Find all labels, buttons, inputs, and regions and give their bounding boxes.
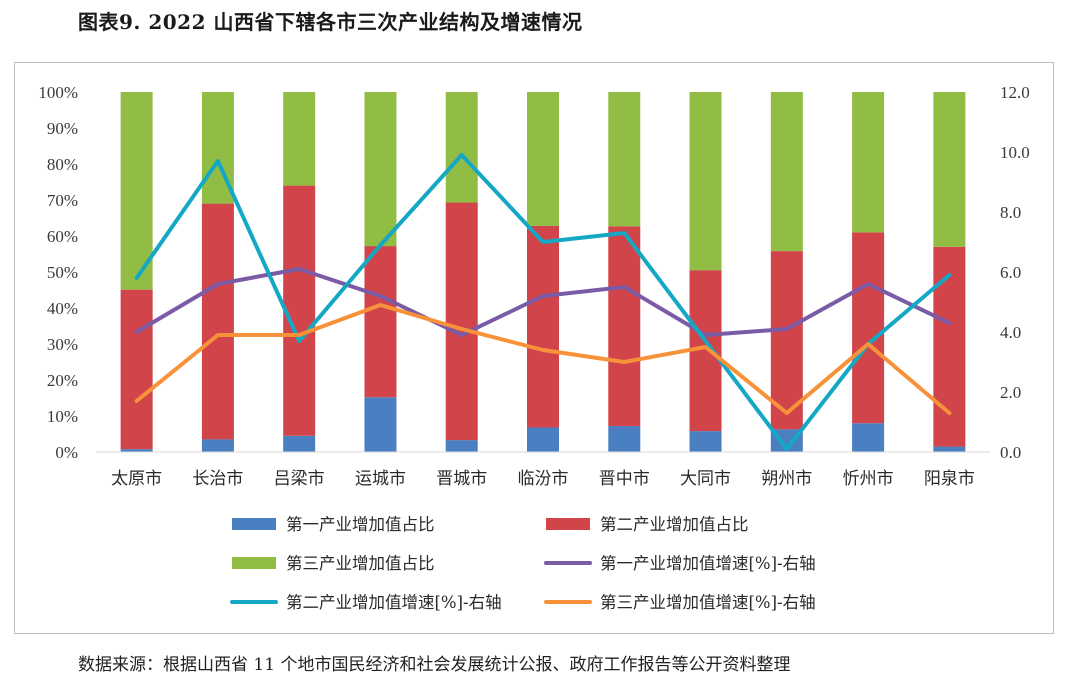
- right-tick-label: 0.0: [1000, 443, 1021, 462]
- right-tick-label: 12.0: [1000, 83, 1030, 102]
- right-tick-label: 2.0: [1000, 383, 1021, 402]
- right-tick-label: 4.0: [1000, 323, 1021, 342]
- right-tick-label: 10.0: [1000, 143, 1030, 162]
- bar-segment-3: [933, 92, 966, 247]
- chart-title: 图表9. 2022 山西省下辖各市三次产业结构及增速情况: [78, 10, 583, 34]
- legend-label: 第二产业增加值占比: [600, 515, 749, 534]
- bar-segment-2: [445, 202, 478, 441]
- left-tick-label: 60%: [47, 227, 78, 246]
- right-tick-label: 8.0: [1000, 203, 1021, 222]
- bar-segment-3: [283, 92, 316, 186]
- category-label: 临汾市: [518, 469, 569, 489]
- category-label: 晋中市: [599, 469, 650, 489]
- left-tick-label: 20%: [47, 371, 78, 390]
- bar-segment-1: [120, 449, 153, 452]
- bar-segment-3: [527, 92, 559, 226]
- left-axis-ticks: 0% 10% 20% 30% 40% 50% 60% 70% 80% 90% 100%: [38, 83, 78, 462]
- legend-swatch: [232, 518, 276, 530]
- bar-segment-2: [364, 246, 397, 398]
- right-axis-ticks: 0.0 2.0 4.0 6.0 8.0 10.0 12.0: [1000, 83, 1030, 462]
- bar-segment-2: [770, 251, 803, 430]
- bar-segment-3: [852, 92, 885, 233]
- legend-swatch: [546, 518, 590, 530]
- bar-segment-2: [527, 225, 559, 428]
- legend-swatch: [232, 557, 276, 569]
- category-label: 大同市: [680, 469, 731, 489]
- bar-segment-3: [120, 92, 153, 290]
- bar-segment-3: [364, 92, 397, 247]
- bar-segment-2: [120, 289, 153, 450]
- legend-label: 第一产业增加值占比: [286, 515, 435, 534]
- category-label: 太原市: [111, 469, 162, 489]
- left-tick-label: 50%: [47, 263, 78, 282]
- bar-segment-1: [364, 397, 397, 452]
- left-tick-label: 10%: [47, 407, 78, 426]
- category-label: 阳泉市: [924, 469, 975, 489]
- bar-segment-1: [770, 429, 803, 452]
- bar-segment-1: [608, 426, 641, 452]
- left-tick-label: 40%: [47, 299, 78, 318]
- category-label: 吕梁市: [274, 469, 325, 489]
- bar-segment-1: [201, 439, 234, 452]
- bar-segment-3: [608, 92, 641, 227]
- category-label: 忻州市: [843, 469, 894, 489]
- left-tick-label: 0%: [55, 443, 78, 462]
- category-label: 晋城市: [436, 469, 487, 489]
- bar-segment-1: [527, 427, 559, 452]
- bar-segment-1: [283, 435, 316, 452]
- bar-segment-1: [852, 423, 885, 452]
- data-source-note: 数据来源：根据山西省 11 个地市国民经济和社会发展统计公报、政府工作报告等公开…: [78, 655, 791, 675]
- category-label: 运城市: [355, 469, 406, 489]
- left-tick-label: 100%: [38, 83, 78, 102]
- left-tick-label: 80%: [47, 155, 78, 174]
- category-labels: 太原市 长治市 吕梁市 运城市 晋城市 临汾市 晋中市 大同市 朔州市 忻州市 阳泉市: [111, 469, 975, 489]
- category-label: 长治市: [192, 469, 243, 489]
- legend-label: 第三产业增加值占比: [286, 554, 435, 573]
- category-label: 朔州市: [761, 469, 812, 489]
- bar-segment-2: [283, 185, 316, 436]
- bar-segment-3: [770, 92, 803, 252]
- legend-label: 第一产业增加值增速[%]-右轴: [600, 554, 816, 573]
- chart-frame: [14, 62, 1054, 634]
- left-tick-label: 70%: [47, 191, 78, 210]
- growth-line-2: [134, 153, 952, 451]
- growth-line-3: [134, 303, 952, 415]
- left-tick-label: 30%: [47, 335, 78, 354]
- lines-layer: [134, 153, 952, 451]
- right-tick-label: 6.0: [1000, 263, 1021, 282]
- bar-segment-1: [445, 440, 478, 452]
- growth-line-1: [134, 267, 952, 337]
- left-tick-label: 90%: [47, 119, 78, 138]
- bar-segment-3: [689, 92, 722, 271]
- bars-layer: [120, 92, 966, 452]
- bar-segment-1: [689, 431, 722, 452]
- bar-segment-3: [445, 92, 478, 203]
- bar-segment-2: [608, 226, 641, 427]
- bar-segment-1: [933, 446, 966, 452]
- bar-segment-2: [852, 232, 885, 424]
- legend-label: 第二产业增加值增速[%]-右轴: [286, 593, 502, 612]
- legend-label: 第三产业增加值增速[%]-右轴: [600, 593, 816, 612]
- bar-segment-2: [201, 203, 234, 440]
